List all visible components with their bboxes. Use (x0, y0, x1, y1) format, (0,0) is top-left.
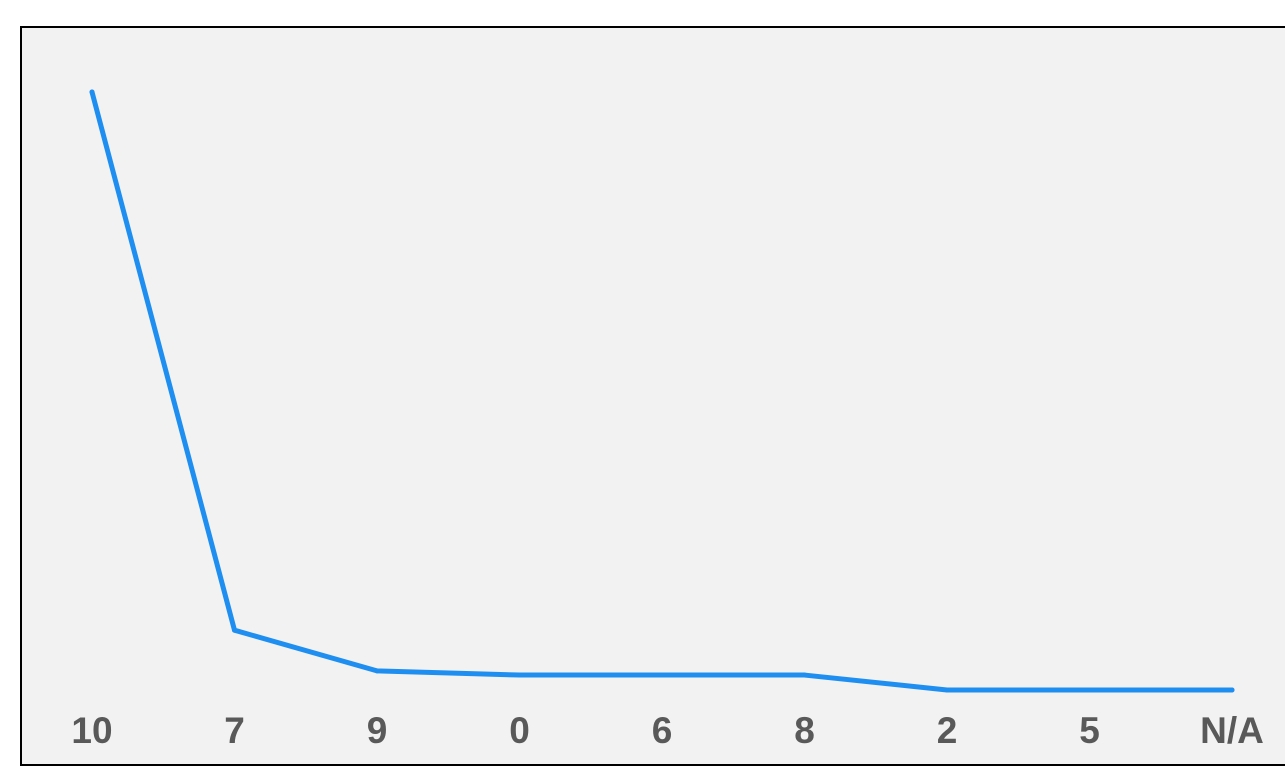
x-tick-label: 0 (509, 710, 530, 751)
x-tick-label: N/A (1200, 710, 1264, 751)
series-layer (89, 89, 1235, 693)
series-line (89, 89, 1235, 693)
x-tick-label: 6 (652, 710, 673, 751)
line-chart: 10 7 9 0 6 8 2 5 N/A (71, 89, 1264, 751)
x-tick-label: 7 (224, 710, 245, 751)
x-tick-label: 9 (367, 710, 388, 751)
data-point (944, 687, 950, 693)
data-point (517, 672, 522, 678)
x-axis-ticks: 10 7 9 0 6 8 2 5 N/A (71, 710, 1263, 751)
data-point (1229, 687, 1235, 693)
x-tick-label: 10 (71, 710, 112, 751)
x-tick-label: 5 (1079, 710, 1100, 751)
data-point (1087, 687, 1092, 693)
chart-frame: 10 7 9 0 6 8 2 5 N/A (20, 26, 1285, 766)
data-point (232, 627, 237, 633)
data-point (374, 668, 380, 674)
data-point (659, 672, 665, 678)
x-tick-label: 8 (794, 710, 815, 751)
data-point (802, 672, 807, 678)
x-tick-label: 2 (937, 710, 958, 751)
data-point (89, 89, 95, 95)
